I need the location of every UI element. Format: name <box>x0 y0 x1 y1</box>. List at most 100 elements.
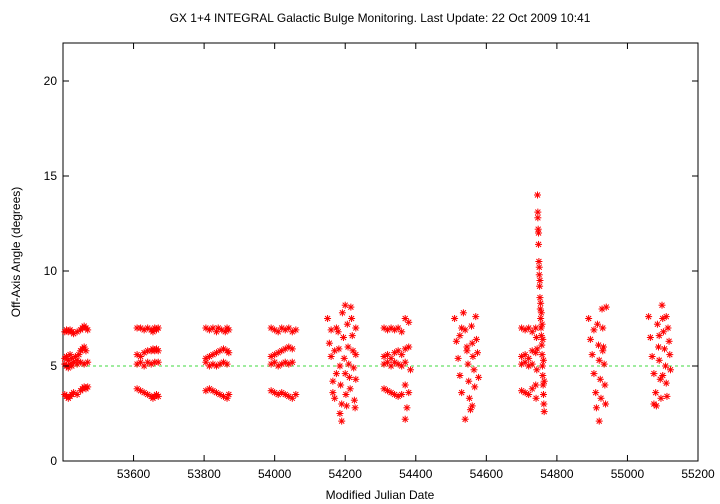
data-point <box>458 389 466 397</box>
data-point <box>456 332 464 340</box>
data-point <box>538 341 546 349</box>
data-point <box>348 332 356 340</box>
data-point <box>154 324 162 332</box>
data-point <box>592 389 600 397</box>
data-point <box>288 345 296 353</box>
data-point <box>525 391 533 398</box>
data-point <box>650 400 658 408</box>
x-tick-label: 54200 <box>329 467 363 481</box>
data-point <box>601 381 609 389</box>
data-point <box>535 271 543 279</box>
data-point <box>528 360 536 368</box>
data-point <box>451 315 459 322</box>
data-point <box>658 301 666 309</box>
data-point <box>225 349 233 357</box>
data-point <box>521 358 529 366</box>
data-point <box>84 358 92 366</box>
data-point <box>472 313 480 321</box>
data-point <box>595 417 603 425</box>
data-point <box>648 353 656 360</box>
data-point <box>327 326 335 334</box>
data-point <box>401 315 409 322</box>
axis-ticks-layer: 0 5 10 15 20 53600 53800 54000 54200 54400 54600 54… <box>44 43 715 481</box>
data-point <box>666 351 674 359</box>
data-point <box>585 315 593 322</box>
x-tick-label: 54400 <box>399 467 433 481</box>
data-point <box>464 360 472 368</box>
data-point <box>533 345 541 353</box>
data-point <box>461 415 469 423</box>
y-axis-label: Off-Axis Angle (degrees) <box>9 187 23 318</box>
data-point <box>652 389 660 397</box>
data-point <box>329 377 337 385</box>
x-tick: 55000 <box>611 43 644 481</box>
data-point <box>518 387 526 395</box>
data-point <box>465 377 473 385</box>
data-point <box>391 391 399 398</box>
y-tick: 10 <box>44 264 698 278</box>
data-point <box>352 375 360 383</box>
data-point <box>338 417 346 425</box>
x-tick: 54000 <box>258 43 292 481</box>
x-tick-label: 55200 <box>681 467 715 481</box>
data-point <box>655 332 663 340</box>
data-point <box>398 391 406 398</box>
data-point <box>340 354 348 362</box>
data-point <box>401 415 409 423</box>
data-point <box>534 208 542 216</box>
x-tick: 55200 <box>681 43 715 481</box>
data-point <box>452 337 460 345</box>
data-point <box>325 339 333 347</box>
plot-frame <box>62 42 699 462</box>
data-point <box>646 334 654 341</box>
data-point <box>665 337 673 345</box>
data-point <box>346 385 354 393</box>
data-point <box>406 366 414 374</box>
data-point <box>342 391 350 398</box>
data-point <box>405 343 413 351</box>
y-tick: 0 <box>50 454 698 468</box>
data-point <box>380 324 388 332</box>
data-point <box>345 360 353 368</box>
data-point <box>398 328 406 336</box>
x-axis-label: Modified Julian Date <box>326 488 435 502</box>
data-point <box>292 391 300 398</box>
data-point <box>596 375 604 383</box>
data-point <box>343 320 351 328</box>
data-point <box>539 335 547 343</box>
data-point <box>590 370 598 378</box>
data-point <box>352 351 360 359</box>
data-point <box>666 366 674 374</box>
data-point <box>350 396 358 404</box>
data-point <box>398 351 406 359</box>
data-point <box>470 366 478 374</box>
data-point <box>533 191 541 199</box>
x-tick: 53800 <box>187 43 221 481</box>
data-point <box>68 362 76 370</box>
data-point <box>84 326 92 334</box>
data-point <box>540 408 548 416</box>
data-point <box>84 383 92 391</box>
data-point <box>458 324 466 332</box>
y-tick-label: 20 <box>44 74 58 88</box>
data-point <box>288 358 296 366</box>
data-point <box>600 360 608 368</box>
data-point <box>586 335 594 343</box>
data-point <box>331 347 339 355</box>
data-point <box>82 347 90 355</box>
data-point <box>334 328 342 336</box>
data-point <box>456 372 464 379</box>
data-point <box>401 358 409 366</box>
data-point <box>656 375 664 383</box>
y-tick-label: 15 <box>44 169 58 183</box>
x-tick: 54400 <box>399 43 433 481</box>
data-point <box>348 315 356 322</box>
data-point <box>154 392 162 400</box>
data-point <box>472 335 480 343</box>
data-point <box>539 356 547 364</box>
data-point <box>454 354 462 362</box>
data-point <box>292 326 300 334</box>
data-point <box>662 379 670 387</box>
x-tick-label: 53800 <box>187 467 221 481</box>
